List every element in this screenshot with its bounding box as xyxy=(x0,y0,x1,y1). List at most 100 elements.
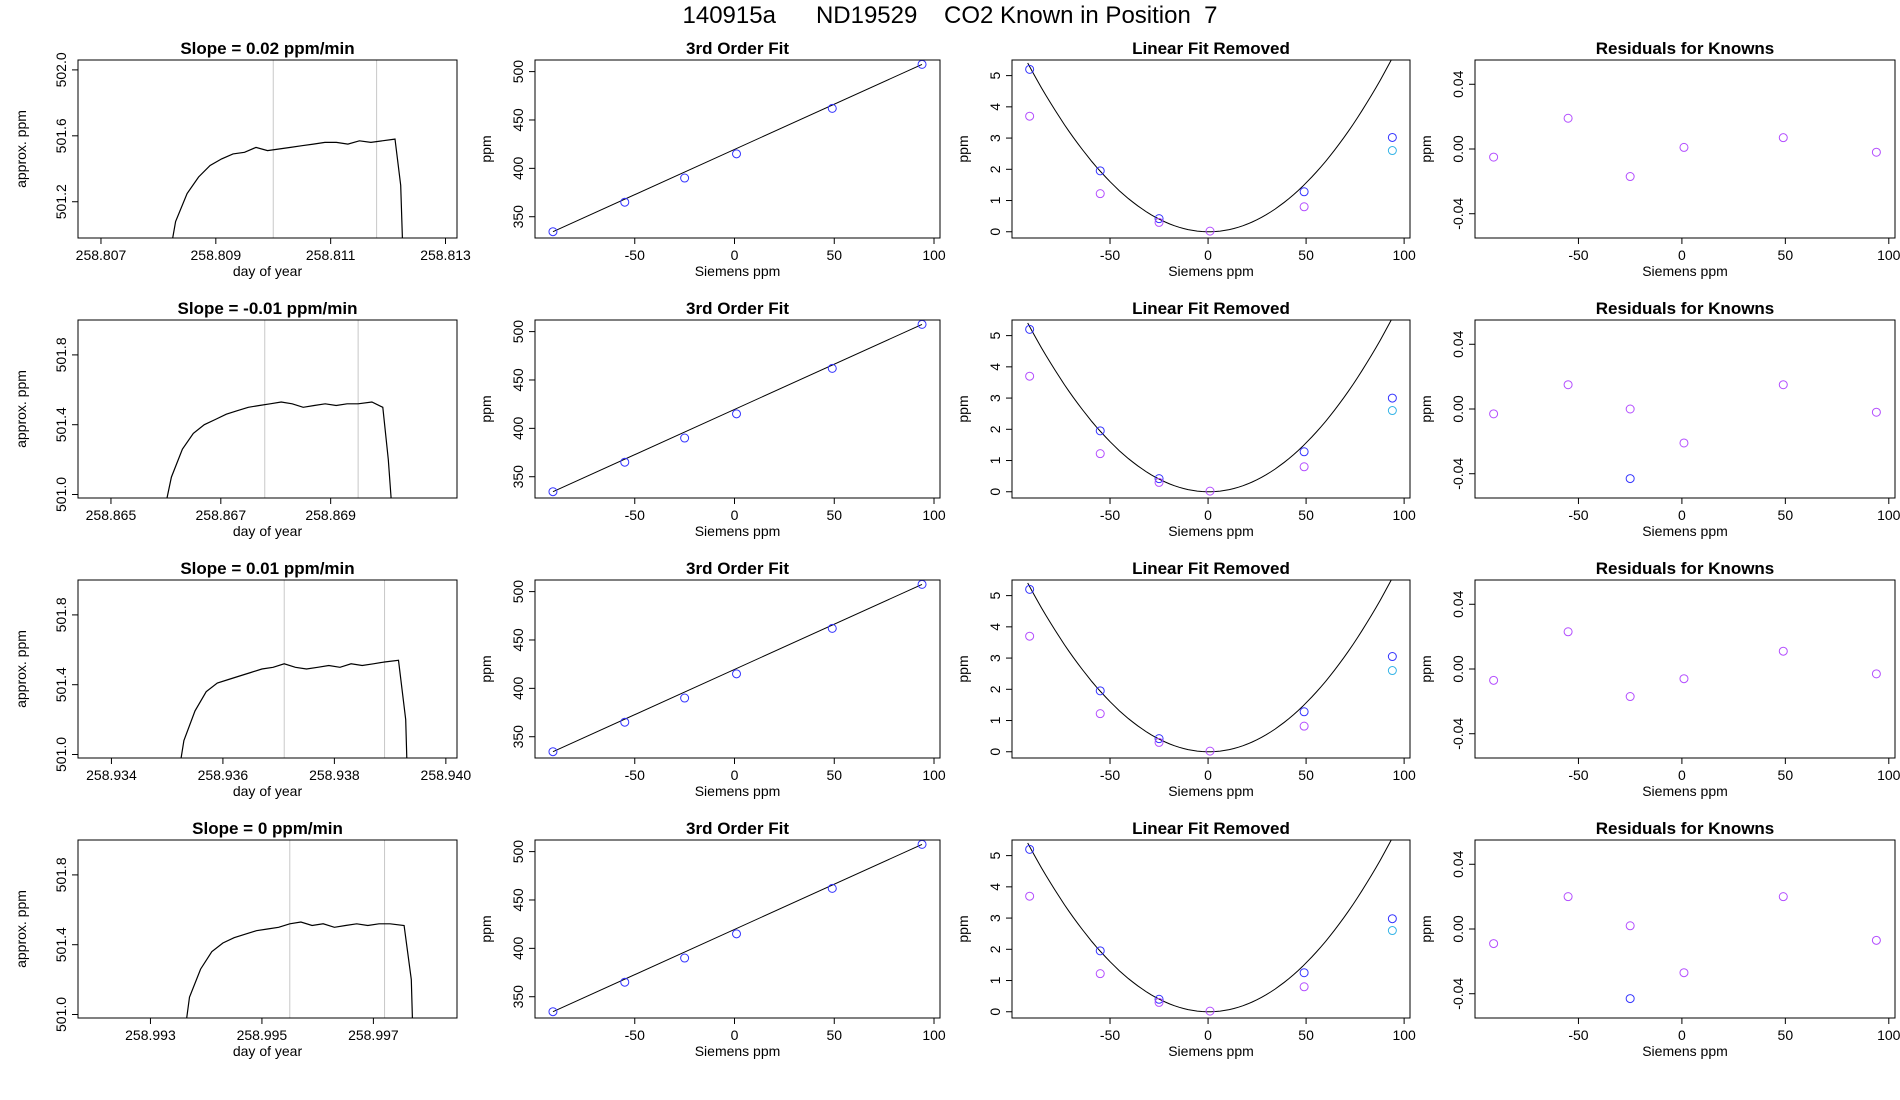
y-tick-label: 3 xyxy=(987,134,1003,142)
y-tick-label: 501.4 xyxy=(53,407,69,442)
y-tick-label: 0.00 xyxy=(1450,135,1466,162)
y-tick-label: -0.04 xyxy=(1450,198,1466,230)
y-tick-label: 500 xyxy=(510,580,526,604)
x-tick-label: 258.869 xyxy=(305,507,356,523)
x-tick-label: 258.938 xyxy=(309,767,360,783)
data-point xyxy=(1387,132,1397,142)
x-axis-label: Siemens ppm xyxy=(695,783,781,799)
y-axis-label: ppm xyxy=(1418,655,1434,682)
panel-title: Slope = 0.01 ppm/min xyxy=(180,559,354,578)
y-tick-label: 0 xyxy=(987,748,1003,756)
y-tick-label: 501.8 xyxy=(53,337,69,372)
panel-title: Linear Fit Removed xyxy=(1132,39,1290,58)
x-tick-label: 258.940 xyxy=(421,767,472,783)
data-point xyxy=(1154,997,1164,1007)
data-point xyxy=(1778,892,1788,902)
panel-3-1: 3rd Order Fit -50 0 50 100 350 400 450 500 Siemen… xyxy=(478,819,946,1059)
plot-frame xyxy=(534,839,941,1019)
panel-1-1: 3rd Order Fit -50 0 50 100 350 400 450 500 Siemen… xyxy=(478,299,946,539)
x-tick-label: 50 xyxy=(1298,1027,1314,1043)
data-point xyxy=(827,883,837,893)
data-point xyxy=(1387,146,1397,156)
y-tick-label: 502.0 xyxy=(53,52,69,87)
x-tick-label: 258.867 xyxy=(196,507,247,523)
x-tick-label: -50 xyxy=(1568,507,1588,523)
panel-title: 3rd Order Fit xyxy=(686,39,789,58)
data-layer xyxy=(1025,580,1397,756)
data-point xyxy=(1778,133,1788,143)
x-axis-label: Siemens ppm xyxy=(1168,263,1254,279)
x-tick-label: 0 xyxy=(731,1027,739,1043)
panel-title: Linear Fit Removed xyxy=(1132,299,1290,318)
data-point xyxy=(917,60,927,69)
panel-title: Residuals for Knowns xyxy=(1596,299,1775,318)
x-tick-label: 258.807 xyxy=(76,247,127,263)
data-point xyxy=(1095,686,1105,696)
data-point xyxy=(1025,324,1035,334)
panel-title: 3rd Order Fit xyxy=(686,819,789,838)
data-layer xyxy=(1489,627,1881,702)
x-axis-label: day of year xyxy=(233,523,303,539)
plot-frame xyxy=(1011,319,1411,499)
y-tick-label: 400 xyxy=(510,416,526,440)
data-point xyxy=(548,747,558,757)
x-tick-label: 258.997 xyxy=(348,1027,399,1043)
x-axis-label: Siemens ppm xyxy=(1168,1043,1254,1059)
y-tick-label: 5 xyxy=(987,332,1003,340)
y-axis-label: ppm xyxy=(478,395,494,422)
plot-frame xyxy=(534,59,941,239)
x-axis-label: day of year xyxy=(233,263,303,279)
data-point xyxy=(1025,844,1035,854)
panel-1-3: Residuals for Knowns -50 0 50 100 -0.04 0.00 0.… xyxy=(1418,299,1900,539)
x-tick-label: 100 xyxy=(922,767,946,783)
x-tick-label: 0 xyxy=(731,247,739,263)
x-tick-label: -50 xyxy=(1568,767,1588,783)
data-point xyxy=(1625,921,1635,931)
data-point xyxy=(1387,914,1397,924)
panel-title: Linear Fit Removed xyxy=(1132,819,1290,838)
y-tick-label: 501.4 xyxy=(53,667,69,702)
y-tick-label: 0.04 xyxy=(1450,590,1466,617)
y-tick-label: 0.04 xyxy=(1450,850,1466,877)
y-tick-label: 0.00 xyxy=(1450,915,1466,942)
x-tick-label: -50 xyxy=(1100,1027,1120,1043)
series-line xyxy=(172,138,403,238)
data-point xyxy=(1871,407,1881,417)
x-tick-label: 50 xyxy=(1298,247,1314,263)
y-tick-label: 2 xyxy=(987,685,1003,693)
x-tick-label: 258.813 xyxy=(420,247,471,263)
data-point xyxy=(1387,666,1397,676)
plot-frame xyxy=(1011,579,1411,759)
y-axis-label: ppm xyxy=(1418,135,1434,162)
data-point xyxy=(1871,147,1881,157)
data-point xyxy=(732,409,742,419)
data-point xyxy=(1025,584,1035,594)
data-point xyxy=(1871,669,1881,679)
x-tick-label: 50 xyxy=(1778,1027,1794,1043)
data-point xyxy=(1299,447,1309,457)
plot-frame xyxy=(1474,579,1896,759)
panel-title: 3rd Order Fit xyxy=(686,299,789,318)
data-point xyxy=(548,1007,558,1017)
data-point xyxy=(917,840,927,849)
data-point xyxy=(732,929,742,939)
data-point xyxy=(680,433,690,443)
x-axis-label: Siemens ppm xyxy=(1642,783,1728,799)
y-tick-label: 0.04 xyxy=(1450,330,1466,357)
y-tick-label: 5 xyxy=(987,592,1003,600)
data-point xyxy=(1679,968,1689,978)
y-tick-label: 500 xyxy=(510,60,526,84)
y-tick-label: 3 xyxy=(987,914,1003,922)
x-axis-label: Siemens ppm xyxy=(1642,523,1728,539)
data-point xyxy=(1679,674,1689,684)
x-tick-label: -50 xyxy=(1100,507,1120,523)
data-point xyxy=(1563,892,1573,902)
y-tick-label: 4 xyxy=(987,623,1003,631)
data-point xyxy=(680,693,690,703)
panel-title: Linear Fit Removed xyxy=(1132,559,1290,578)
panel-2-3: Residuals for Knowns -50 0 50 100 -0.04 0.00 0.… xyxy=(1418,559,1900,799)
data-point xyxy=(1025,111,1035,121)
x-tick-label: 0 xyxy=(1204,767,1212,783)
x-axis-label: Siemens ppm xyxy=(695,523,781,539)
